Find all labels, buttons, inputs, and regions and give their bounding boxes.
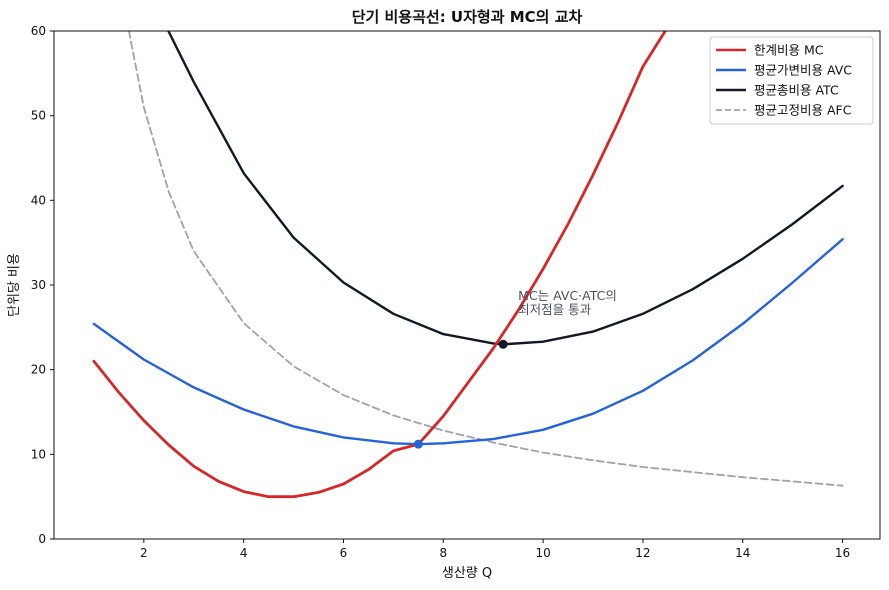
y-tick-label: 0 [38,532,46,546]
plot-area: 2 4 6 8 10 12 14 16 0 10 20 30 40 50 60 MC는 AVC·ATC의최저점… [31,24,881,560]
legend-label-1: 평균가변비용 AVC [754,63,852,78]
y-tick-label: 30 [31,278,46,292]
y-tick-label: 60 [31,24,46,38]
series-line-1 [92,238,844,446]
chart-title: 단기 비용곡선: U자형과 MC의 교차 [352,8,583,26]
series-line-0 [92,31,667,499]
intersection-point-0 [413,439,423,449]
x-tick-label: 14 [735,546,750,560]
legend: 한계비용 MC 평균가변비용 AVC 평균총비용 ATC 평균고정비용 AFC [709,36,874,125]
y-tick-label: 20 [31,363,46,377]
y-tick-label: 40 [31,193,46,207]
x-tick-label: 4 [240,546,248,560]
curves-group [92,31,844,499]
legend-label-2: 평균총비용 ATC [754,83,839,98]
x-tick-label: 2 [140,546,148,560]
x-tick-label: 6 [340,546,348,560]
series-line-2 [167,31,844,346]
y-tick-label: 10 [31,447,46,461]
y-axis-label: 단위당 비용 [7,253,22,317]
intersection-point-1 [498,339,508,349]
legend-label-0: 한계비용 MC [754,43,824,58]
legend-label-3: 평균고정비용 AFC [754,103,852,118]
x-tick-label: 16 [835,546,850,560]
x-axis-label: 생산량 Q [442,566,492,581]
plot-frame [53,30,881,540]
annotation-text: MC는 AVC·ATC의 [518,288,617,303]
y-tick-label: 50 [31,109,46,123]
annotation-text: 최저점을 통과 [518,302,591,317]
x-tick-label: 12 [635,546,650,560]
x-tick-label: 10 [535,546,550,560]
x-tick-label: 8 [439,546,447,560]
legend-box [709,36,874,125]
series-line-3 [127,31,844,487]
